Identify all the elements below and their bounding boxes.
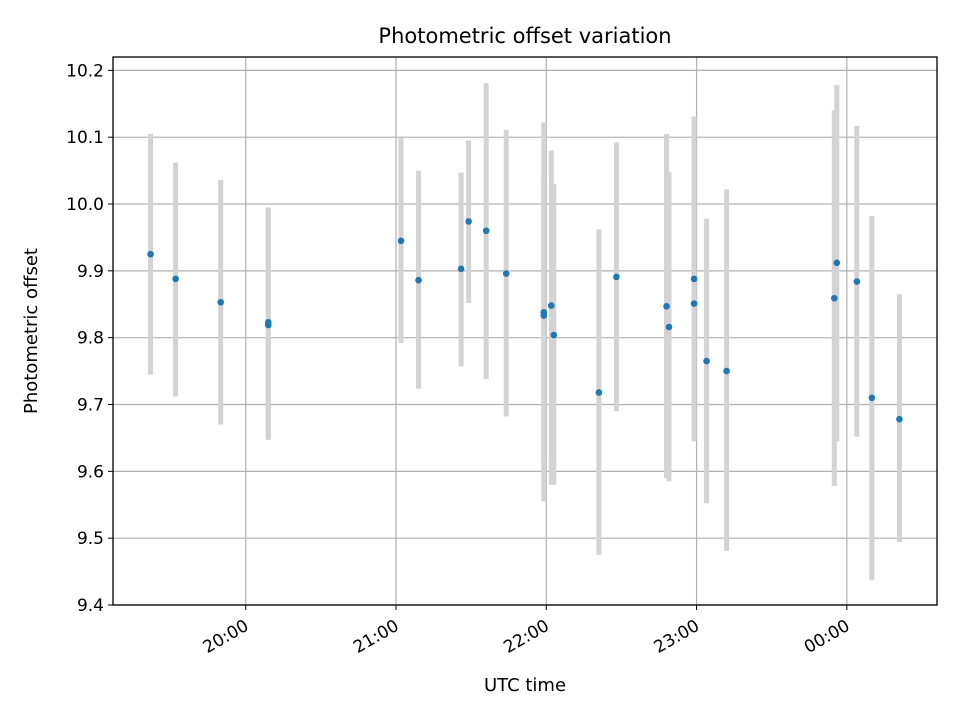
y-tick-label: 10.1 xyxy=(66,128,104,148)
y-tick-label: 9.6 xyxy=(77,462,104,482)
x-tick-label: 21:00 xyxy=(350,616,402,658)
x-tick-label: 20:00 xyxy=(200,616,252,658)
data-point xyxy=(663,302,670,310)
data-point xyxy=(833,259,841,267)
x-axis-label: UTC time xyxy=(484,675,566,696)
y-tick-label: 9.9 xyxy=(77,262,104,282)
data-point xyxy=(896,415,903,423)
data-point xyxy=(465,218,472,225)
error-bars xyxy=(148,83,902,581)
data-point xyxy=(868,394,876,402)
data-point xyxy=(853,278,861,285)
grid-lines xyxy=(113,57,937,606)
y-axis-label: Photometric offset xyxy=(21,248,42,414)
data-point xyxy=(415,276,422,284)
y-tick-label: 9.8 xyxy=(77,329,104,349)
data-point xyxy=(613,273,620,281)
data-point xyxy=(482,227,490,235)
data-point xyxy=(703,357,710,365)
x-tick-label: 22:00 xyxy=(500,616,552,658)
data-point xyxy=(665,323,673,331)
x-tick-label: 23:00 xyxy=(651,616,703,658)
data-point xyxy=(172,275,179,283)
data-point xyxy=(397,237,405,245)
data-point xyxy=(547,302,555,309)
x-axis-ticks: 20:00 21:00 22:00 23:00 00:00 xyxy=(200,605,853,658)
x-tick-label: 00:00 xyxy=(801,616,853,658)
y-tick-label: 10.2 xyxy=(66,61,104,81)
data-point xyxy=(831,294,838,302)
data-point xyxy=(690,300,698,307)
data-point xyxy=(723,367,730,375)
data-point xyxy=(217,298,224,306)
data-point xyxy=(502,270,510,277)
y-axis-ticks: 9.4 9.5 9.6 9.7 9.8 9.9 10.0 10.1 10.2 xyxy=(66,61,113,616)
y-tick-label: 10.0 xyxy=(66,195,104,215)
data-points xyxy=(147,218,903,423)
data-point xyxy=(690,275,698,283)
data-point xyxy=(147,250,154,258)
data-point xyxy=(595,389,603,396)
data-point xyxy=(264,321,272,329)
chart-title: Photometric offset variation xyxy=(378,24,671,48)
data-point xyxy=(457,265,465,273)
data-point xyxy=(540,312,548,319)
y-tick-label: 9.4 xyxy=(77,596,104,616)
y-tick-label: 9.7 xyxy=(77,396,104,416)
data-point xyxy=(550,331,558,339)
plot-area-frame xyxy=(112,56,938,606)
y-tick-label: 9.5 xyxy=(77,529,104,549)
